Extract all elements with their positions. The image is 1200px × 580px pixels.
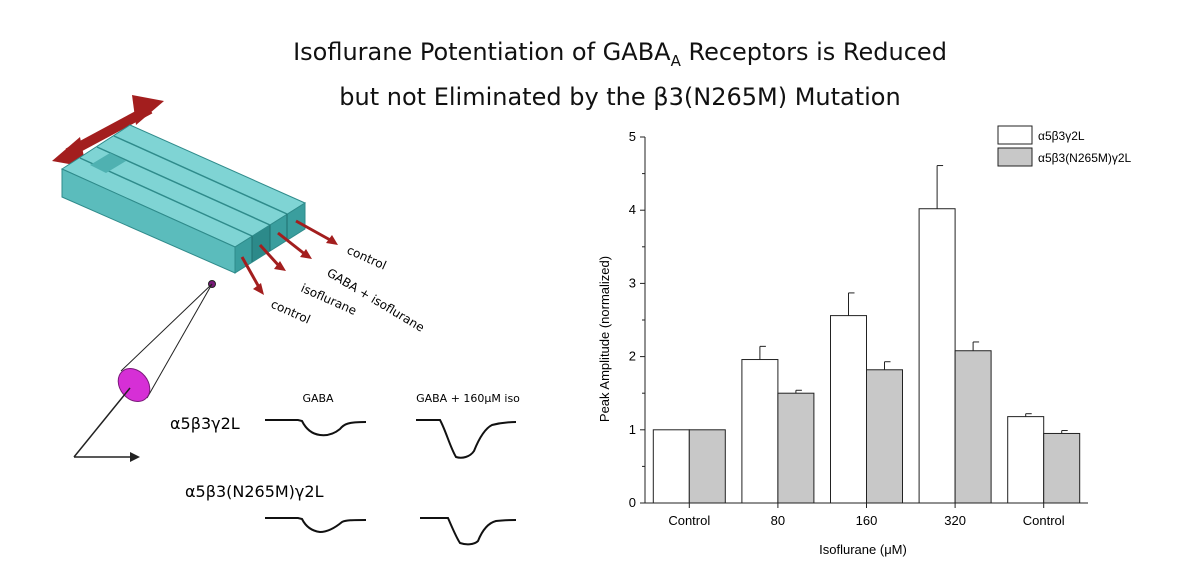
bar xyxy=(1007,416,1045,504)
bar-chart: Control 80 160 320 Control 0 1 2 3 4 5 Peak Amplit… xyxy=(560,95,1200,575)
row-label: α5β3(N265M)γ2L xyxy=(185,482,324,501)
channel-label: control xyxy=(345,243,389,273)
bar xyxy=(866,369,903,504)
x-tick-label: Control xyxy=(668,513,710,528)
bars-layer xyxy=(652,165,1081,504)
electrode-icon xyxy=(117,368,151,402)
flow-arrow-icon xyxy=(240,256,264,295)
trace-header: GABA xyxy=(302,392,334,405)
y-tick-label: 3 xyxy=(629,275,636,290)
x-tick-label: 320 xyxy=(944,513,966,528)
legend-swatch xyxy=(997,147,1033,167)
legend-label: α5β3(N265M)γ2L xyxy=(1038,151,1132,165)
row-label: α5β3γ2L xyxy=(170,414,240,433)
bar xyxy=(741,359,779,504)
y-tick-label: 1 xyxy=(629,422,636,437)
recording-pipette xyxy=(73,280,216,462)
title-line-2: but not Eliminated by the β3(N265M) Muta… xyxy=(339,83,901,111)
legend: α5β3γ2L α5β3(N265M)γ2L xyxy=(997,125,1132,167)
theta-glass xyxy=(60,124,307,274)
perfusion-diagram-svg: control GABA + isoflurane isoflurane con… xyxy=(52,95,520,546)
flow-arrow-icon xyxy=(277,231,312,259)
y-tick-label: 5 xyxy=(629,129,636,144)
y-axis-label: Peak Amplitude (normalized) xyxy=(597,256,612,422)
bar xyxy=(918,208,956,504)
current-trace xyxy=(265,419,367,437)
bar-chart-svg: Control 80 160 320 Control 0 1 2 3 4 5 Peak Amplit… xyxy=(597,125,1132,557)
bar xyxy=(1043,432,1081,504)
perfusion-diagram: control GABA + isoflurane isoflurane con… xyxy=(0,95,590,575)
y-tick-label: 2 xyxy=(629,349,636,364)
figure-title: Isoflurane Potentiation of GABAA Recepto… xyxy=(240,34,1000,115)
flow-arrow-icon xyxy=(295,219,338,245)
trace-header: GABA + 160μM iso xyxy=(416,392,520,405)
bar xyxy=(652,429,690,504)
bar xyxy=(954,350,992,504)
bar xyxy=(777,392,815,504)
current-trace xyxy=(265,517,367,534)
x-tick-label: Control xyxy=(1023,513,1065,528)
legend-label: α5β3γ2L xyxy=(1038,129,1085,143)
x-tick-label: 160 xyxy=(856,513,878,528)
flow-arrow-icon xyxy=(258,243,286,271)
y-tick-label: 0 xyxy=(629,495,636,510)
flow-arrows xyxy=(240,219,338,295)
current-trace xyxy=(416,419,517,459)
title-line-1: Isoflurane Potentiation of GABAA Recepto… xyxy=(293,38,947,70)
legend-swatch xyxy=(997,125,1033,145)
bar xyxy=(688,429,726,504)
current-trace xyxy=(420,517,517,546)
x-tick-label: 80 xyxy=(771,513,785,528)
x-axis-label: Isoflurane (μM) xyxy=(819,542,907,557)
axes-layer: Control 80 160 320 Control 0 1 2 3 4 5 xyxy=(629,129,1088,528)
y-tick-label: 4 xyxy=(629,202,636,217)
channel-label: control xyxy=(269,297,313,327)
bar xyxy=(830,315,867,504)
